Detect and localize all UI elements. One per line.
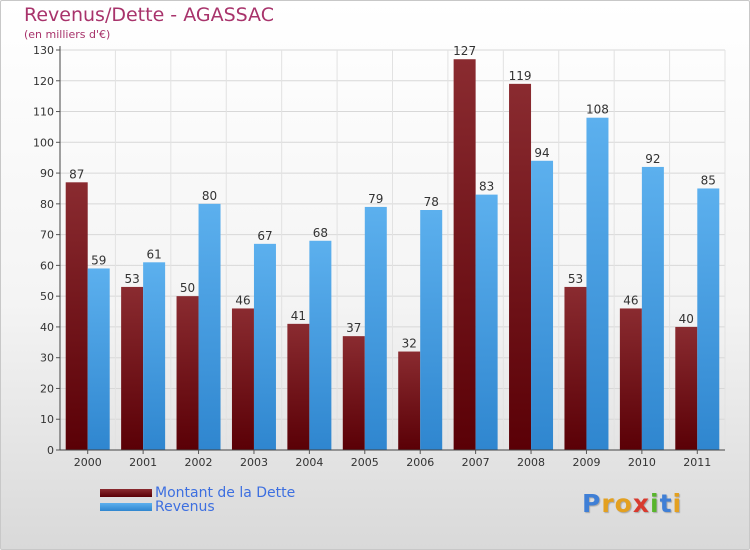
x-tick-label: 2009: [572, 456, 600, 469]
y-tick-label: 30: [40, 352, 54, 365]
bar-revenus: [364, 206, 387, 450]
x-tick-label: 2003: [240, 456, 268, 469]
y-tick-label: 20: [40, 382, 54, 395]
data-label: 87: [69, 167, 84, 181]
y-tick-label: 70: [40, 229, 54, 242]
x-tick-label: 2008: [517, 456, 545, 469]
data-label: 108: [586, 103, 609, 117]
bar-revenus: [531, 160, 554, 450]
legend-label-dette: Montant de la Dette: [155, 485, 296, 501]
bar-revenus: [198, 203, 221, 450]
logo-letter: t: [659, 489, 673, 518]
data-label: 83: [479, 180, 494, 194]
bar-dette: [619, 308, 642, 450]
y-tick-label: 40: [40, 321, 54, 334]
bar-dette: [453, 59, 476, 450]
logo-letter: i: [650, 489, 660, 518]
y-tick-label: 80: [40, 198, 54, 211]
logo-letter: P: [582, 489, 602, 518]
proxiti-logo: Proxiti: [582, 489, 682, 518]
legend-swatch-revenus: [100, 503, 152, 511]
legend-swatch-dette: [100, 489, 152, 497]
bar-dette: [675, 326, 698, 450]
bar-dette: [564, 286, 587, 450]
data-label: 80: [202, 189, 217, 203]
bar-dette: [176, 296, 199, 450]
logo-letter: i: [672, 489, 683, 518]
data-label: 46: [623, 293, 638, 307]
data-label: 50: [180, 281, 195, 295]
legend-label-revenus: Revenus: [155, 499, 215, 515]
data-label: 85: [701, 173, 716, 187]
data-label: 78: [424, 195, 439, 209]
bar-dette: [65, 182, 88, 451]
bar-revenus: [475, 194, 498, 450]
bar-revenus: [697, 188, 720, 450]
y-tick-label: 100: [33, 136, 54, 149]
bar-revenus: [420, 210, 443, 450]
x-tick-label: 2010: [628, 456, 656, 469]
x-tick-label: 2004: [295, 456, 323, 469]
logo-letter: r: [601, 489, 615, 518]
y-tick-label: 110: [33, 106, 54, 119]
bar-revenus: [309, 240, 332, 450]
data-label: 67: [257, 229, 272, 243]
data-label: 61: [146, 247, 161, 261]
data-label: 46: [235, 293, 250, 307]
logo-letter: x: [632, 489, 650, 518]
data-label: 79: [368, 192, 383, 206]
data-label: 59: [91, 253, 106, 267]
data-label: 53: [124, 272, 139, 286]
data-label: 40: [679, 312, 694, 326]
data-label: 127: [453, 44, 476, 58]
data-label: 68: [313, 226, 328, 240]
bar-dette: [121, 286, 144, 450]
y-tick-label: 120: [33, 75, 54, 88]
bars: [65, 59, 720, 451]
y-tick-label: 0: [47, 444, 54, 457]
bar-revenus: [641, 166, 664, 450]
y-tick-label: 90: [40, 167, 54, 180]
y-tick-label: 130: [33, 44, 54, 57]
grid: [59, 49, 726, 451]
bar-revenus: [87, 268, 110, 450]
bar-dette: [342, 336, 365, 450]
data-label: 94: [534, 146, 549, 160]
x-tick-label: 2011: [683, 456, 711, 469]
x-tick-label: 2007: [462, 456, 490, 469]
data-label: 92: [645, 152, 660, 166]
bar-dette: [231, 308, 254, 450]
data-label: 53: [568, 272, 583, 286]
bar-revenus: [253, 243, 276, 450]
bar-dette: [287, 323, 310, 450]
y-tick-label: 50: [40, 290, 54, 303]
x-tick-label: 2005: [351, 456, 379, 469]
x-tick-label: 2000: [74, 456, 102, 469]
y-tick-label: 60: [40, 259, 54, 272]
bar-revenus: [143, 262, 166, 450]
data-labels: 87 59 53 61 50 80 46 67 41 68 37 79 32 78 127 83 119 94 53…: [69, 44, 716, 350]
chart-title: Revenus/Dette - AGASSAC: [24, 4, 274, 26]
data-label: 37: [346, 321, 361, 335]
bar-dette: [398, 351, 421, 450]
chart-subtitle: (en milliers d'€): [24, 28, 111, 41]
x-tick-label: 2006: [406, 456, 434, 469]
bar-revenus: [586, 117, 609, 450]
data-label: 41: [291, 309, 306, 323]
data-label: 32: [402, 337, 417, 351]
bar-dette: [509, 83, 532, 450]
axes: 0 10 20 30 40 50 60 70 80 90 100 110 120 130 2000 2001 2…: [33, 44, 725, 469]
y-tick-label: 10: [40, 413, 54, 426]
data-label: 119: [509, 69, 532, 83]
x-tick-label: 2001: [129, 456, 157, 469]
x-tick-label: 2002: [185, 456, 213, 469]
logo-letter: o: [614, 489, 633, 518]
